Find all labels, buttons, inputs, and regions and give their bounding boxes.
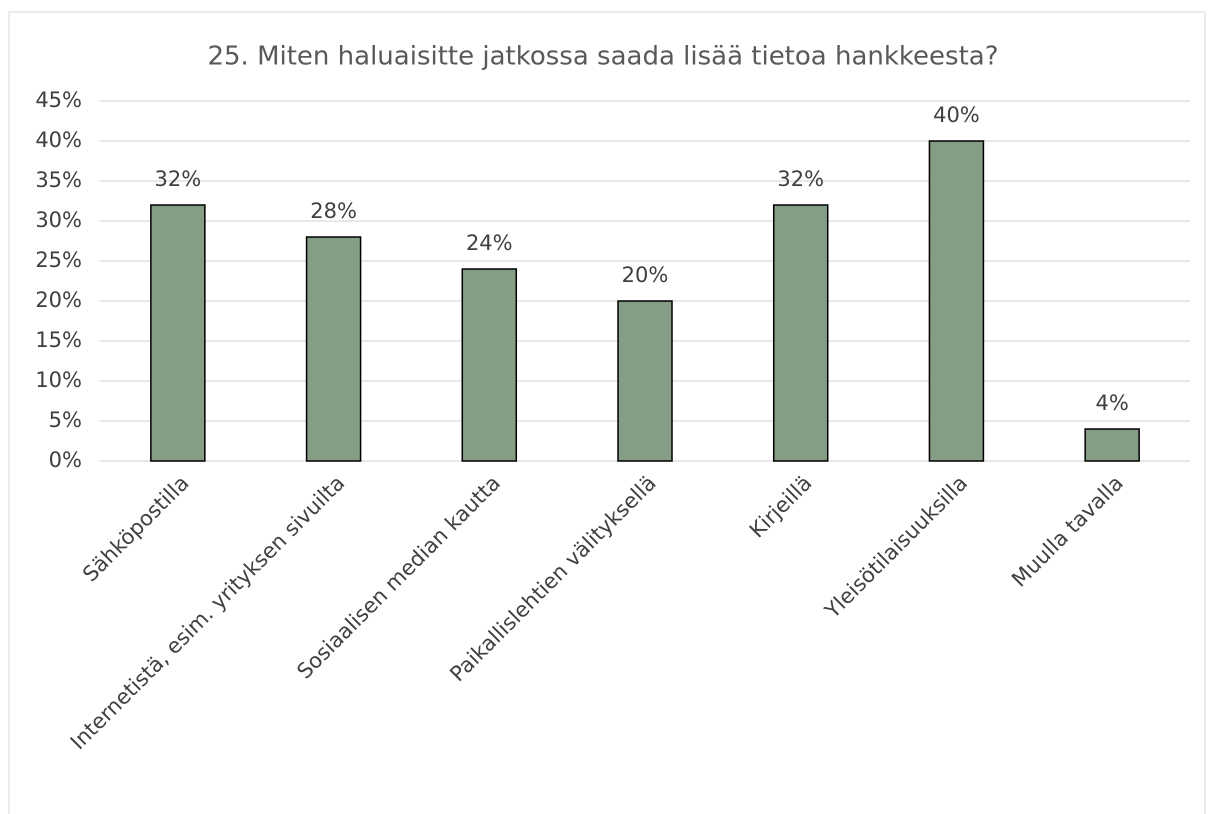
- x-tick-label: Muulla tavalla: [1007, 471, 1128, 592]
- y-tick-label: 10%: [35, 368, 82, 392]
- x-tick-label: Kirjeillä: [745, 471, 817, 543]
- value-label: 40%: [933, 103, 980, 127]
- value-label: 32%: [777, 167, 824, 191]
- chart-border: [8, 11, 1206, 814]
- y-tick-label: 40%: [35, 128, 82, 152]
- y-tick-label: 5%: [49, 408, 82, 432]
- bar: [1084, 428, 1140, 462]
- x-tick-label: Yleisötilaisuuksilla: [820, 471, 973, 624]
- value-label: 20%: [622, 263, 669, 287]
- value-label: 4%: [1095, 391, 1128, 415]
- y-tick-label: 30%: [35, 208, 82, 232]
- y-tick-label: 15%: [35, 328, 82, 352]
- y-tick-label: 20%: [35, 288, 82, 312]
- value-label: 24%: [466, 231, 513, 255]
- bar: [461, 268, 518, 462]
- bar: [617, 300, 673, 462]
- value-label: 28%: [310, 199, 357, 223]
- y-tick-label: 25%: [35, 248, 82, 272]
- bar: [772, 204, 829, 462]
- y-tick-label: 45%: [35, 88, 82, 112]
- bar: [305, 236, 362, 462]
- chart-title: 25. Miten haluaisitte jatkossa saada lis…: [207, 42, 998, 72]
- bar: [150, 204, 206, 462]
- y-tick-label: 35%: [35, 168, 82, 192]
- value-label: 32%: [155, 167, 202, 191]
- x-tick-label: Sähköpostilla: [78, 471, 194, 587]
- y-tick-label: 0%: [49, 448, 82, 472]
- bar: [928, 140, 985, 462]
- x-tick-label: Internetistä, esim. yrityksen sivuilta: [66, 471, 350, 755]
